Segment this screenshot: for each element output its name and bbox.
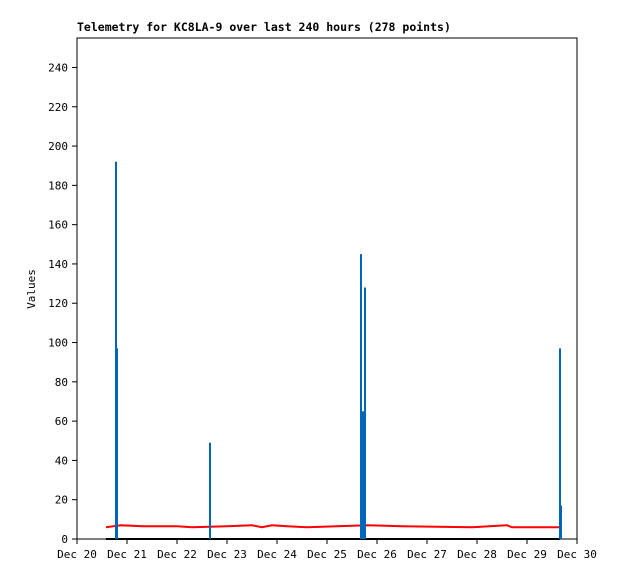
y-tick-label: 60 (55, 415, 68, 428)
chart-title: Telemetry for KC8LA-9 over last 240 hour… (77, 20, 451, 34)
y-tick-label: 220 (48, 101, 68, 114)
y-tick-label: 140 (48, 258, 68, 271)
y-tick-label: 180 (48, 179, 68, 192)
y-tick-label: 200 (48, 140, 68, 153)
y-tick-label: 40 (55, 454, 68, 467)
y-tick-label: 20 (55, 494, 68, 507)
x-tick-label: Dec 26 (357, 548, 397, 561)
plot-frame (76, 37, 578, 540)
series-line (105, 524, 560, 529)
x-tick-label: Dec 30 (557, 548, 597, 561)
y-tick-label: 0 (61, 533, 68, 546)
y-tick-label: 80 (55, 376, 68, 389)
x-tick-label: Dec 23 (207, 548, 247, 561)
x-tick-label: Dec 22 (157, 548, 197, 561)
y-tick-label: 120 (48, 297, 68, 310)
x-tick-label: Dec 21 (107, 548, 147, 561)
y-tick-label: 160 (48, 219, 68, 232)
x-tick-label: Dec 24 (257, 548, 297, 561)
x-tick-label: Dec 25 (307, 548, 347, 561)
x-tick-label: Dec 20 (57, 548, 97, 561)
y-tick-label: 240 (48, 61, 68, 74)
y-tick-label: 100 (48, 337, 68, 350)
x-tick-label: Dec 28 (457, 548, 497, 561)
x-tick-label: Dec 29 (507, 548, 547, 561)
x-tick-label: Dec 27 (407, 548, 447, 561)
y-axis-label: Values (25, 269, 38, 309)
